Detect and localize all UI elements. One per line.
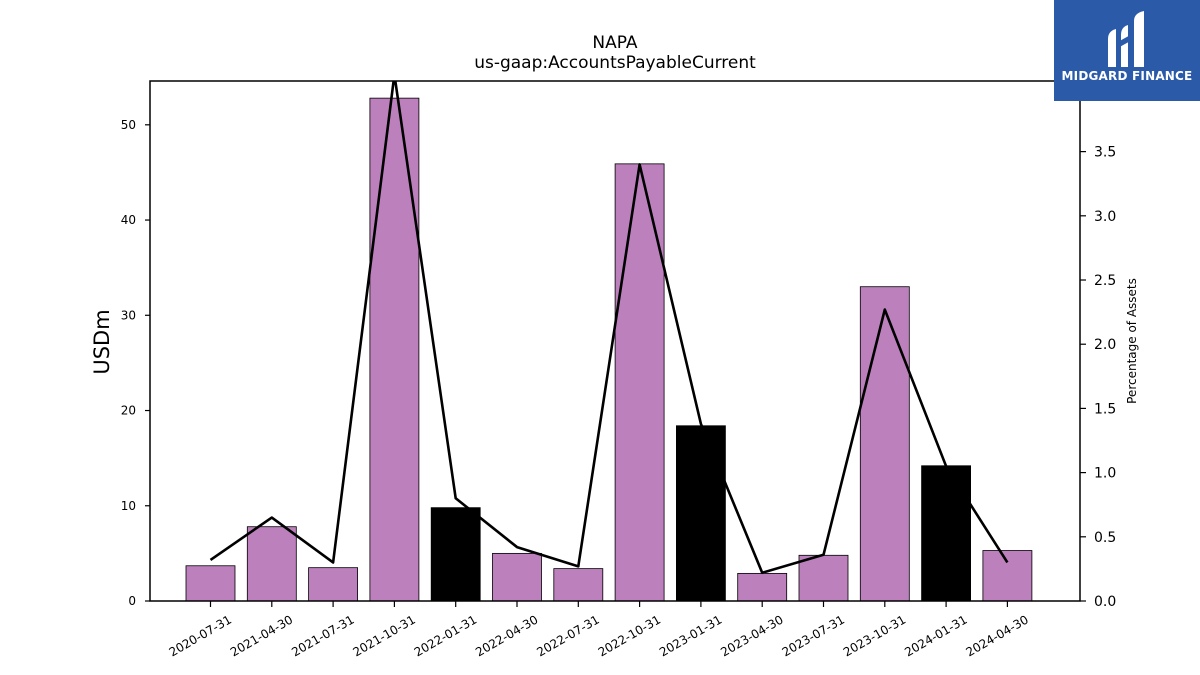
bar-2021-07-31 [308, 567, 359, 602]
logo-mark-icon [1108, 11, 1144, 67]
y2-axis-label: Percentage of Assets [1125, 278, 1139, 404]
x-tick-label: 2023-01-31 [657, 612, 724, 659]
line-group [209, 81, 1009, 575]
x-tick-label: 2022-04-30 [473, 612, 540, 659]
y-tick-label: 20 [121, 404, 136, 418]
bar-2021-04-30 [246, 526, 297, 602]
y2-tick-label: 3.5 [1094, 145, 1116, 161]
y-tick-label: 50 [121, 118, 136, 132]
y2-tick-label: 0.0 [1094, 594, 1116, 610]
percentage-of-assets-line [209, 81, 1009, 575]
bar-2021-10-31 [369, 97, 420, 602]
x-tick-label: 2022-10-31 [596, 612, 663, 659]
x-tick-label: 2022-01-31 [412, 612, 479, 659]
x-tick-label: 2024-01-31 [902, 612, 969, 659]
x-tick-label: 2023-10-31 [841, 612, 908, 659]
y2-tick-label: 0.5 [1094, 530, 1116, 546]
x-tick-label: 2023-04-30 [718, 612, 785, 659]
y2-tick-label: 1.0 [1094, 466, 1116, 482]
bar-2023-07-31 [798, 554, 849, 602]
bar-2020-07-31 [185, 565, 236, 602]
y2-tick-label: 3.0 [1094, 209, 1116, 225]
midgard-finance-logo: MIDGARD FINANCE [1054, 0, 1200, 101]
bar-2024-04-30 [982, 550, 1033, 602]
bars-group [185, 97, 1033, 602]
y-tick-label: 0 [128, 594, 136, 608]
y-axis-label: USDm [90, 309, 114, 374]
y2-tick-label: 2.0 [1094, 337, 1116, 353]
x-tick-label: 2023-07-31 [780, 612, 847, 659]
bar-2024-01-31 [921, 465, 971, 602]
bar-2022-04-30 [492, 552, 542, 602]
bar-2022-10-31 [614, 163, 665, 602]
x-tick-label: 2024-04-30 [963, 612, 1030, 659]
x-tick-label: 2021-10-31 [350, 612, 417, 659]
y2-tick-label: 2.5 [1094, 273, 1116, 289]
bar-2023-01-31 [676, 425, 726, 602]
y2-tick-label: 1.5 [1094, 401, 1116, 417]
x-tick-label: 2022-07-31 [534, 612, 601, 659]
x-tick-label: 2021-04-30 [228, 612, 295, 659]
x-tick-label: 2021-07-31 [289, 612, 356, 659]
bar-2022-07-31 [553, 568, 604, 602]
y-tick-label: 40 [121, 213, 136, 227]
y-tick-label: 10 [121, 499, 136, 513]
logo-text: MIDGARD FINANCE [1061, 69, 1193, 83]
bar-2023-10-31 [859, 286, 910, 602]
chart-subtitle: us-gaap:AccountsPayableCurrent [474, 53, 756, 73]
x-tick-label: 2020-07-31 [167, 612, 234, 659]
chart-title: NAPA [592, 33, 638, 53]
plot-frame [149, 80, 1081, 602]
bar-2022-01-31 [430, 507, 481, 602]
y-tick-label: 30 [121, 308, 136, 322]
bar-2023-04-30 [737, 572, 788, 602]
